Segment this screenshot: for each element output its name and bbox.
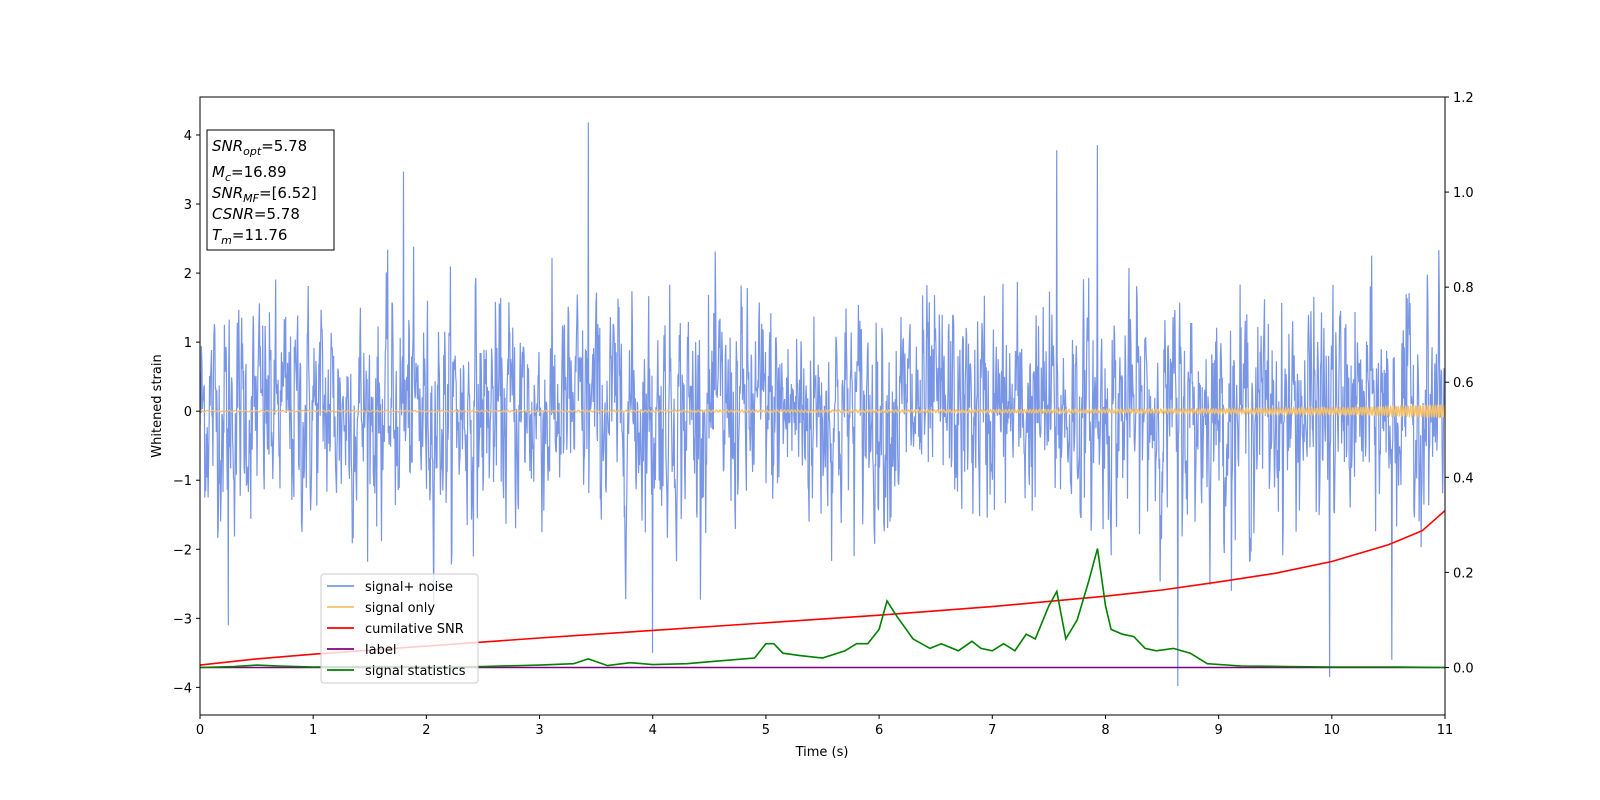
info-line: Tm=11.76	[212, 226, 287, 247]
legend-label: label	[365, 643, 396, 658]
legend-item-signal-noise: signal+ noise	[327, 580, 453, 595]
legend-item-signal-only: signal only	[327, 601, 435, 616]
info-value: =5.78	[254, 205, 300, 223]
x-axis: 0 1 2 3 4 5 6 7 8 9 10 11	[196, 715, 1453, 738]
info-subscript: opt	[243, 145, 262, 158]
legend-frame	[320, 573, 479, 684]
info-value: =[6.52]	[259, 184, 317, 202]
y-tick-label: 3	[184, 198, 192, 213]
x-tick-label: 7	[988, 723, 996, 738]
x-tick-label: 5	[762, 723, 770, 738]
legend-label: signal+ noise	[365, 580, 453, 595]
info-symbol: CSNR	[212, 205, 254, 223]
series-signal-noise-line	[200, 122, 1445, 687]
info-line: SNRMF=[6.52]	[212, 184, 317, 205]
y2-tick-label: 0.2	[1453, 566, 1474, 581]
y-axis-label: Whitened strain	[150, 354, 165, 457]
info-symbol: SNR	[212, 137, 243, 155]
x-tick-label: 8	[1101, 723, 1109, 738]
x-tick-label: 4	[649, 723, 657, 738]
info-box-frame	[206, 129, 335, 251]
series-signal-statistics-line	[200, 548, 1445, 669]
x-tick-label: 1	[309, 723, 317, 738]
x-tick-label: 6	[875, 723, 883, 738]
info-subscript: m	[221, 234, 232, 247]
info-symbol: M	[212, 163, 225, 181]
y2-tick-label: 1.0	[1453, 186, 1474, 201]
legend-label: signal only	[365, 601, 435, 616]
y-tick-label: −1	[173, 474, 192, 489]
legend-item-label: label	[327, 643, 396, 658]
series-signal-only-line	[200, 403, 1445, 419]
x-tick-label: 10	[1324, 723, 1341, 738]
y2-tick-label: 1.2	[1453, 91, 1474, 106]
info-line: SNRopt=5.78	[212, 137, 307, 158]
legend-label: cumilative SNR	[365, 622, 464, 637]
info-value: =16.89	[231, 163, 287, 181]
info-subscript: MF	[243, 192, 259, 205]
legend-item-cumilative-snr: cumilative SNR	[327, 622, 464, 637]
x-tick-label: 11	[1437, 723, 1454, 738]
x-tick-label: 9	[1214, 723, 1222, 738]
y-tick-label: −3	[173, 612, 192, 627]
info-subscript: c	[225, 171, 231, 184]
y-tick-label: 1	[184, 336, 192, 351]
y-tick-label: −4	[173, 681, 192, 696]
y-tick-label: 4	[184, 129, 192, 144]
y2-tick-label: 0.4	[1453, 471, 1474, 486]
y2-tick-label: 0.8	[1453, 281, 1474, 296]
y-tick-label: −2	[173, 543, 192, 558]
y2-tick-label: 0.0	[1453, 661, 1474, 676]
info-symbol: SNR	[212, 184, 243, 202]
y2-tick-label: 0.6	[1453, 376, 1474, 391]
info-value: =11.76	[232, 226, 288, 244]
legend: signal+ noise signal only cumilative SNR la…	[320, 573, 479, 684]
info-symbol: T	[212, 226, 223, 244]
x-tick-label: 3	[535, 723, 543, 738]
legend-label: signal statistics	[365, 664, 466, 679]
x-tick-label: 0	[196, 723, 204, 738]
x-axis-label: Time (s)	[795, 745, 849, 760]
info-box: SNRopt=5.78Mc=16.89SNRMF=[6.52]CSNR=5.78…	[206, 129, 335, 251]
info-value: =5.78	[261, 137, 307, 155]
info-line: Mc=16.89	[212, 163, 287, 184]
y-tick-label: 2	[184, 267, 192, 282]
y2-axis: 0.0 0.2 0.4 0.6 0.8 1.0 1.2	[1445, 91, 1474, 676]
plot-frame	[199, 96, 1446, 716]
y-tick-label: 0	[184, 405, 192, 420]
legend-item-signal-statistics: signal statistics	[327, 664, 466, 679]
info-line: CSNR=5.78	[212, 205, 300, 223]
x-tick-label: 2	[422, 723, 430, 738]
y-axis: −4 −3 −2 −1 0 1 2 3 4	[173, 129, 200, 696]
